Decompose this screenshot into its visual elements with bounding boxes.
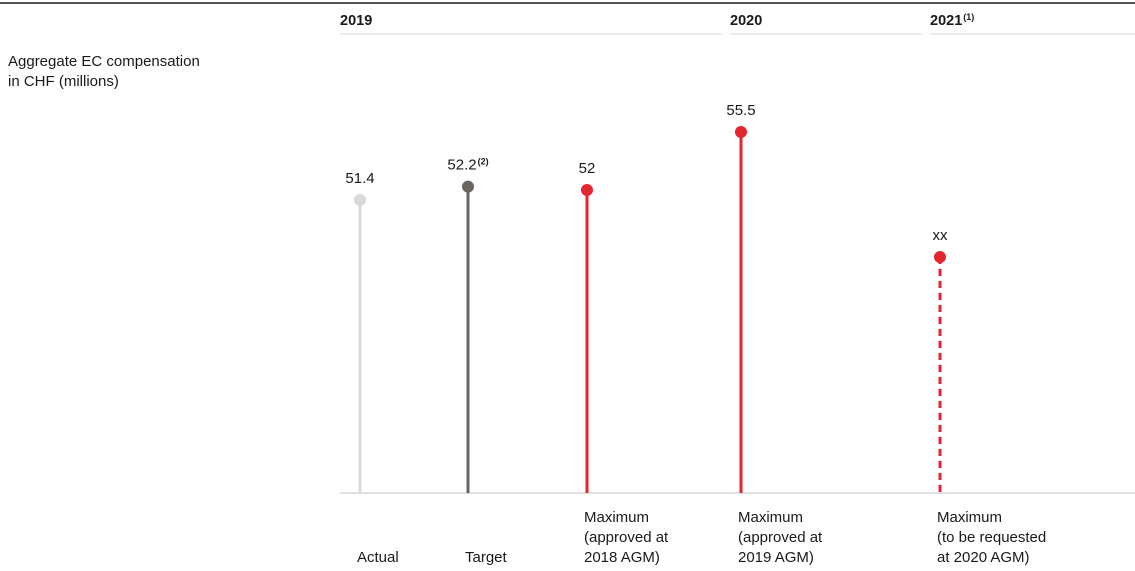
point-3 [581, 184, 593, 196]
category-label-3: 2018 AGM) [584, 549, 660, 566]
category-label-4: Maximum [738, 509, 803, 526]
category-label-5: Maximum [937, 509, 1002, 526]
category-label-4: 2019 AGM) [738, 549, 814, 566]
year-label-2020: 2020 [730, 13, 762, 29]
category-label-5: (to be requested [937, 529, 1046, 546]
value-label-4: 55.5 [726, 102, 755, 119]
value-label-3: 52 [579, 160, 596, 177]
value-label-1: 51.4 [345, 170, 374, 187]
year-footnote-marker: (1) [963, 12, 974, 22]
point-1 [354, 194, 366, 206]
y-label-line: Aggregate EC compensation [8, 53, 200, 70]
y-label-line: in CHF (millions) [8, 73, 119, 90]
year-label-2019: 2019 [340, 13, 372, 29]
year-label-2021: 2021(1) [930, 12, 974, 29]
point-5 [934, 251, 946, 263]
category-label-5: at 2020 AGM) [937, 549, 1030, 566]
category-label-4: (approved at [738, 529, 823, 546]
y-axis-label: Aggregate EC compensation in CHF (million… [8, 53, 200, 90]
point-2 [462, 181, 474, 193]
lollipop-marks: 51.4 52.2(2) 52 55.5 xx [340, 102, 1135, 493]
category-labels: Actual Target Maximum (approved at 2018 AGM)… [357, 509, 1046, 566]
value-label-5: xx [933, 227, 949, 244]
category-label-3: Maximum [584, 509, 649, 526]
chart-header: 2019 2020 2021(1) [0, 3, 1135, 34]
value-footnote-marker: (2) [478, 157, 489, 167]
point-4 [735, 126, 747, 138]
category-label-3: (approved at [584, 529, 669, 546]
value-label-2: 52.2(2) [447, 157, 488, 174]
category-label-2: Target [465, 549, 508, 566]
category-label-1: Actual [357, 549, 399, 566]
